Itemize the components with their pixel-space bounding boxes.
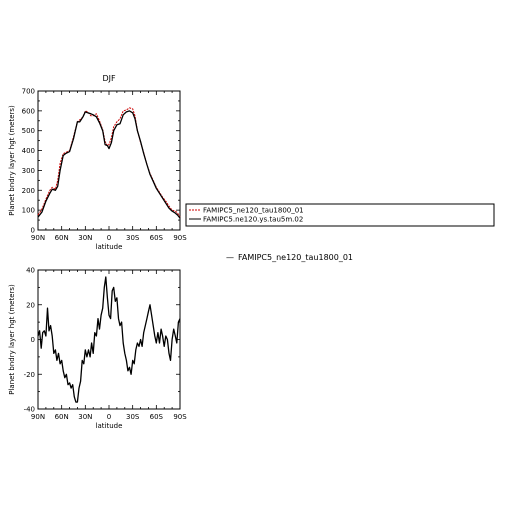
legend-note-dash: —: [226, 253, 234, 262]
y-tick-label: 100: [22, 207, 35, 215]
series-line-1: [37, 107, 181, 218]
x-tick-label: 90S: [173, 234, 187, 242]
legend-note: — FAMIPC5_ne120_tau1800_01: [226, 253, 353, 262]
bottom-panel: 90N 60N 30N 0 30S 60S 90S -40 -20 0 20 40 latitude Pl…: [8, 267, 187, 431]
series-line-1: [37, 276, 181, 403]
top-panel: DJF 90N 60N 30N 0 30S 60S 90S 0 100 200 300 400 500 60…: [8, 74, 187, 251]
y-tick-label: 500: [22, 127, 35, 135]
y-tick-label: 700: [22, 88, 35, 96]
legend-label-series-1: FAMIPC5_ne120_tau1800_01: [203, 207, 304, 215]
chart-title: DJF: [102, 74, 116, 83]
plot-frame: [37, 90, 181, 231]
y-tick-label: 400: [22, 147, 35, 155]
y-tick-label: 600: [22, 107, 35, 115]
x-tick-label: 90N: [31, 413, 45, 421]
x-tick-label: 0: [107, 413, 111, 421]
x-tick-label: 60N: [55, 413, 69, 421]
x-tick-label: 30S: [126, 413, 140, 421]
x-tick-label: 90N: [31, 234, 45, 242]
y-tick-label: 0: [31, 336, 35, 344]
x-tick-label: 30S: [126, 234, 140, 242]
legend: FAMIPC5_ne120_tau1800_01 FAMIPC5.ne120.y…: [185, 203, 495, 227]
y-tick-label: 200: [22, 187, 35, 195]
x-axis-label: latitude: [96, 243, 123, 251]
y-axis-label: Planet bndry layer hgt (meters): [8, 105, 16, 216]
y-tick-label: 300: [22, 167, 35, 175]
y-tick-label: 20: [26, 301, 35, 309]
y-tick-label: 40: [26, 267, 35, 275]
legend-box: [185, 203, 495, 227]
x-tick-label: 60S: [150, 234, 164, 242]
x-axis-label: latitude: [96, 422, 123, 430]
x-tick-label: 0: [107, 234, 111, 242]
y-axis-label: Planet bndry layer hgt (meters): [8, 284, 16, 395]
y-tick-label: -40: [24, 406, 35, 414]
legend-label-series-2: FAMIPC5.ne120.ys.tau5m.02: [203, 216, 303, 224]
x-tick-label: 30N: [78, 234, 92, 242]
legend-note-label: FAMIPC5_ne120_tau1800_01: [238, 253, 353, 262]
series-line-2: [37, 110, 181, 219]
x-tick-label: 60N: [55, 234, 69, 242]
y-tick-label: -20: [24, 371, 35, 379]
x-tick-label: 90S: [173, 413, 187, 421]
y-tick-label: 0: [31, 227, 35, 235]
x-tick-label: 30N: [78, 413, 92, 421]
x-tick-label: 60S: [150, 413, 164, 421]
